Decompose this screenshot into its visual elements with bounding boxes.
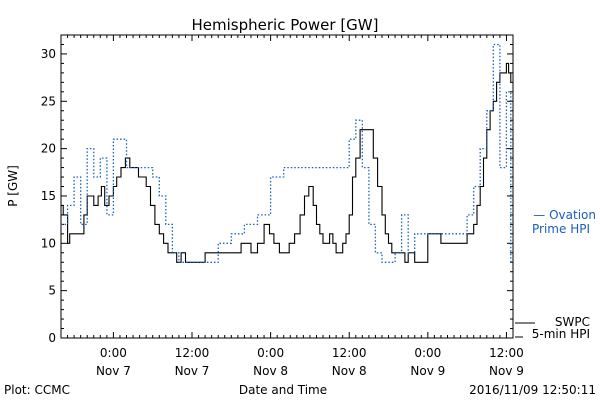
x-tick-label-date: Nov 9 — [410, 364, 445, 378]
x-axis-ticks: 0:00 Nov 7 12:00 Nov 7 0:00 Nov 8 12:00 Nov 8 0:… — [60, 35, 524, 378]
series-line-ovation-prime — [61, 43, 512, 263]
y-tick-label: 0 — [48, 331, 56, 345]
legend-ovation-line1: — Ovation — [533, 208, 596, 222]
legend-ovation-line2: Prime HPI — [532, 222, 590, 236]
y-tick-label: 5 — [48, 284, 56, 298]
x-tick-label-time: 0:00 — [100, 346, 127, 360]
footer-plot-credit: Plot: CCMC — [4, 383, 70, 397]
x-tick-label-time: 12:00 — [489, 346, 524, 360]
x-tick-label-time: 0:00 — [257, 346, 284, 360]
x-axis-label: Date and Time — [239, 383, 327, 397]
y-axis-label: P [GW] — [6, 165, 20, 207]
x-tick-label-date: Nov 7 — [175, 364, 210, 378]
x-tick-label-time: 12:00 — [332, 346, 367, 360]
x-tick-label-date: Nov 8 — [253, 364, 288, 378]
x-tick-label-date: Nov 7 — [96, 364, 131, 378]
legend-swpc-line2: 5-min HPI — [532, 327, 590, 341]
y-tick-label: 10 — [41, 236, 56, 250]
x-tick-label-time: 12:00 — [175, 346, 210, 360]
series-line-swpc — [61, 62, 512, 263]
y-tick-label: 20 — [41, 142, 56, 156]
y-tick-label: 30 — [41, 47, 56, 61]
x-tick-label-time: 0:00 — [414, 346, 441, 360]
y-tick-label: 15 — [41, 189, 56, 203]
x-tick-label-date: Nov 8 — [332, 364, 367, 378]
x-tick-label-date: Nov 9 — [489, 364, 524, 378]
footer-timestamp: 2016/11/09 12:50:11 — [469, 383, 596, 397]
chart-title: Hemispheric Power [GW] — [192, 16, 379, 34]
y-tick-label: 25 — [41, 94, 56, 108]
legend-swpc-line1: SWPC — [555, 315, 590, 329]
series-layer — [61, 43, 512, 263]
